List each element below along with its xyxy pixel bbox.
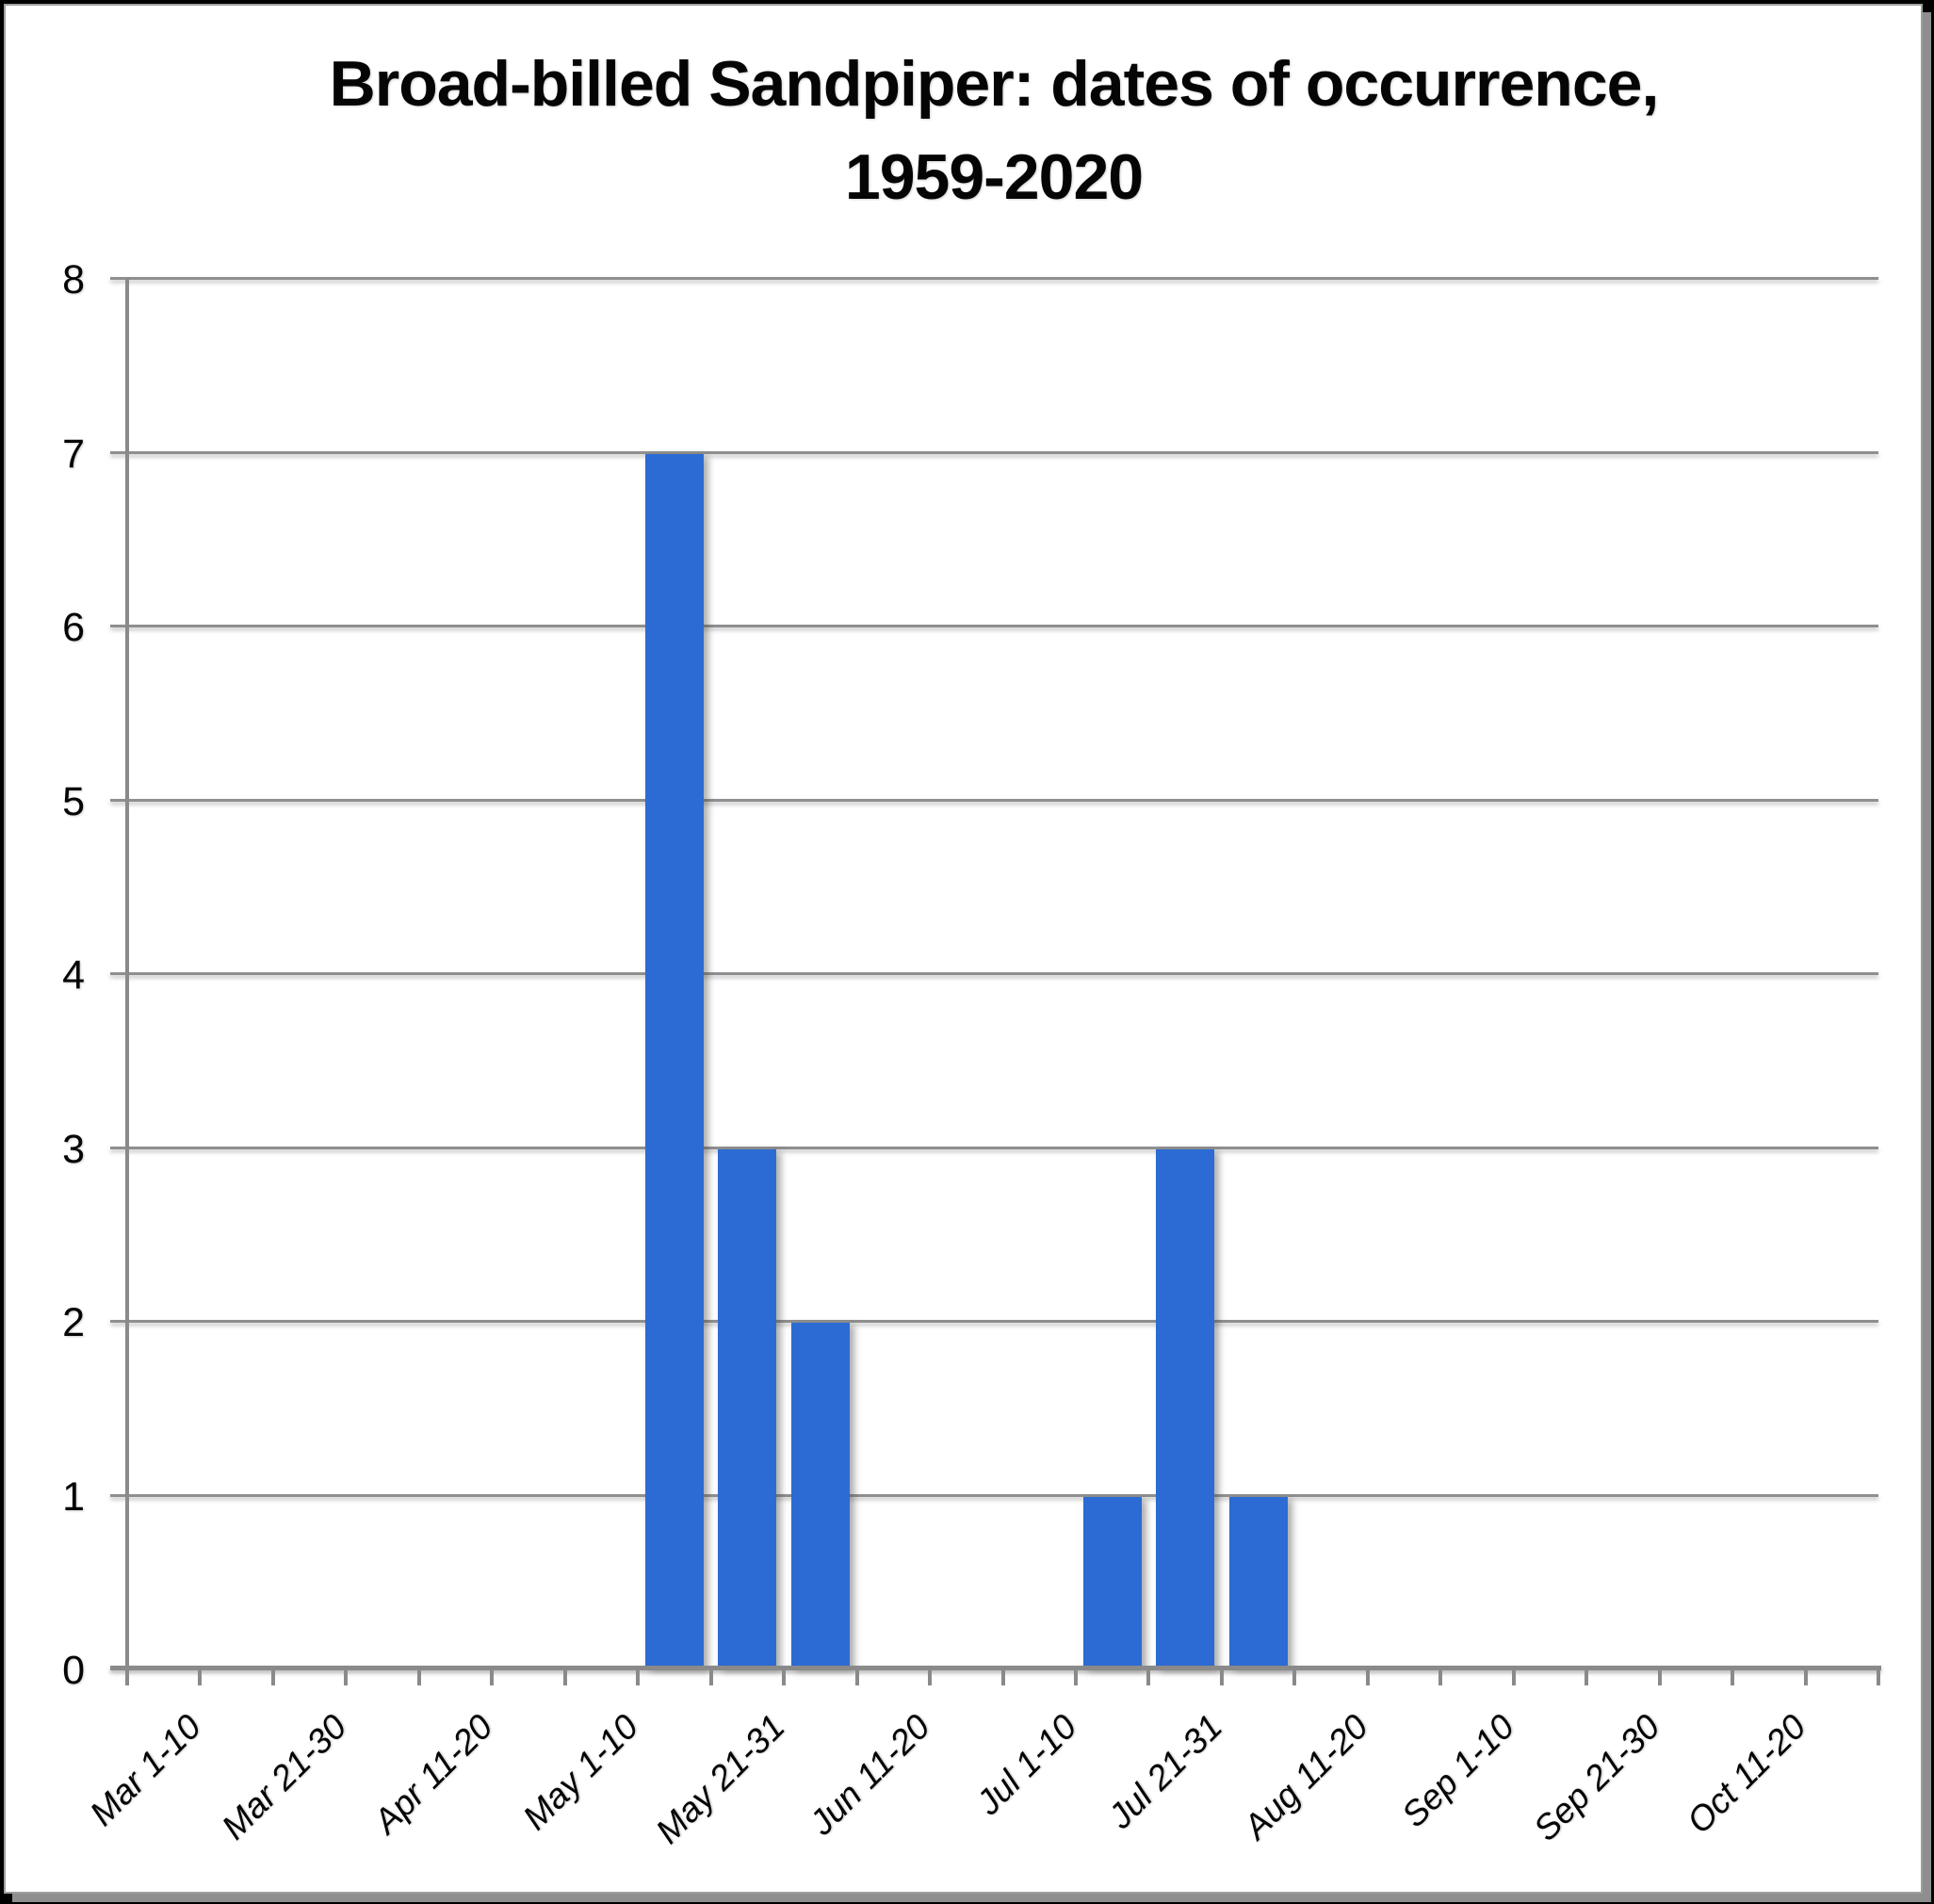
- gridline-y-3: [110, 1146, 1878, 1149]
- x-axis-tick: [1657, 1667, 1662, 1685]
- x-axis-tick: [270, 1667, 275, 1685]
- x-axis-tick: [562, 1667, 567, 1685]
- gridline-y-7: [110, 450, 1878, 454]
- x-axis-tick: [1365, 1667, 1370, 1685]
- y-axis-tick-label: 1: [62, 1473, 85, 1520]
- x-axis-tick: [1219, 1667, 1224, 1685]
- x-axis-tick: [1877, 1667, 1880, 1685]
- x-axis-tick: [928, 1667, 933, 1685]
- x-axis-tick-label: May 21-31: [647, 1707, 792, 1851]
- x-axis-line: [110, 1666, 1881, 1670]
- bar-jun-1-10: [790, 1323, 850, 1668]
- x-axis-tick: [198, 1667, 203, 1685]
- x-axis-tick-label: Mar 1-10: [82, 1707, 208, 1833]
- y-axis-tick-label: 4: [62, 952, 85, 998]
- gridline-y-4: [110, 972, 1878, 975]
- x-axis-tick: [1146, 1667, 1151, 1685]
- bar-may-11-20: [644, 453, 704, 1668]
- x-axis-tick: [1803, 1667, 1808, 1685]
- x-axis-tick: [1731, 1667, 1735, 1685]
- x-axis-tick: [416, 1667, 421, 1685]
- x-axis-tick: [782, 1667, 787, 1685]
- x-axis-tick-label: Apr 11-20: [366, 1707, 500, 1841]
- x-axis-tick-label: Mar 21-30: [214, 1707, 354, 1847]
- x-axis-tick: [1000, 1667, 1005, 1685]
- bar-jul-11-20: [1082, 1496, 1142, 1668]
- x-axis-tick: [1438, 1667, 1443, 1685]
- gridline-y-1: [110, 1493, 1878, 1497]
- bar-may-21-31: [718, 1148, 777, 1668]
- chart-page: Broad-billed Sandpiper: dates of occurre…: [4, 4, 1923, 1894]
- y-axis-line: [125, 278, 129, 1685]
- x-axis-tick: [1585, 1667, 1589, 1685]
- x-axis-tick: [1292, 1667, 1297, 1685]
- x-axis-tick: [490, 1667, 495, 1685]
- gridline-y-2: [110, 1320, 1878, 1323]
- y-axis-tick-label: 8: [62, 257, 85, 302]
- x-axis-tick: [344, 1667, 349, 1685]
- x-axis-tick-label: Aug 11-20: [1236, 1707, 1376, 1847]
- x-axis-tick: [708, 1667, 713, 1685]
- x-axis-tick: [854, 1667, 859, 1685]
- bar-jul-21-31: [1156, 1148, 1215, 1668]
- x-axis-tick-label: Sep 1-10: [1393, 1707, 1521, 1835]
- gridline-y-5: [110, 798, 1878, 802]
- x-axis-tick-label: Jul 21-31: [1100, 1707, 1230, 1836]
- x-axis-tick: [125, 1667, 129, 1685]
- chart-title-line2: 1959-2020: [844, 141, 1144, 213]
- chart-canvas: Broad-billed Sandpiper: dates of occurre…: [6, 6, 1921, 1892]
- y-axis-tick-label: 5: [62, 778, 85, 824]
- x-axis-tick: [1073, 1667, 1078, 1685]
- chart-title: Broad-billed Sandpiper: dates of occurre…: [113, 38, 1875, 224]
- x-axis-tick-label: Sep 21-30: [1526, 1707, 1667, 1848]
- y-axis-tick-label: 0: [62, 1648, 85, 1693]
- y-axis-tick-label: 3: [62, 1126, 85, 1172]
- x-axis-tick: [636, 1667, 641, 1685]
- gridline-y-8: [110, 277, 1878, 280]
- y-axis-tick-label: 2: [62, 1300, 85, 1345]
- y-axis-tick-label: 6: [62, 605, 85, 650]
- x-axis-tick-label: Jul 1-10: [968, 1707, 1084, 1823]
- y-axis-tick-label: 7: [62, 431, 85, 477]
- gridline-y-6: [110, 625, 1878, 627]
- x-axis-tick: [1511, 1667, 1516, 1685]
- chart-title-line1: Broad-billed Sandpiper: dates of occurre…: [329, 48, 1660, 120]
- x-axis-tick-label: Jun 11-20: [802, 1707, 938, 1843]
- x-axis-tick-label: Oct 11-20: [1679, 1707, 1813, 1841]
- bar-aug-1-10: [1228, 1496, 1288, 1668]
- x-axis-tick-label: May 1-10: [515, 1707, 646, 1838]
